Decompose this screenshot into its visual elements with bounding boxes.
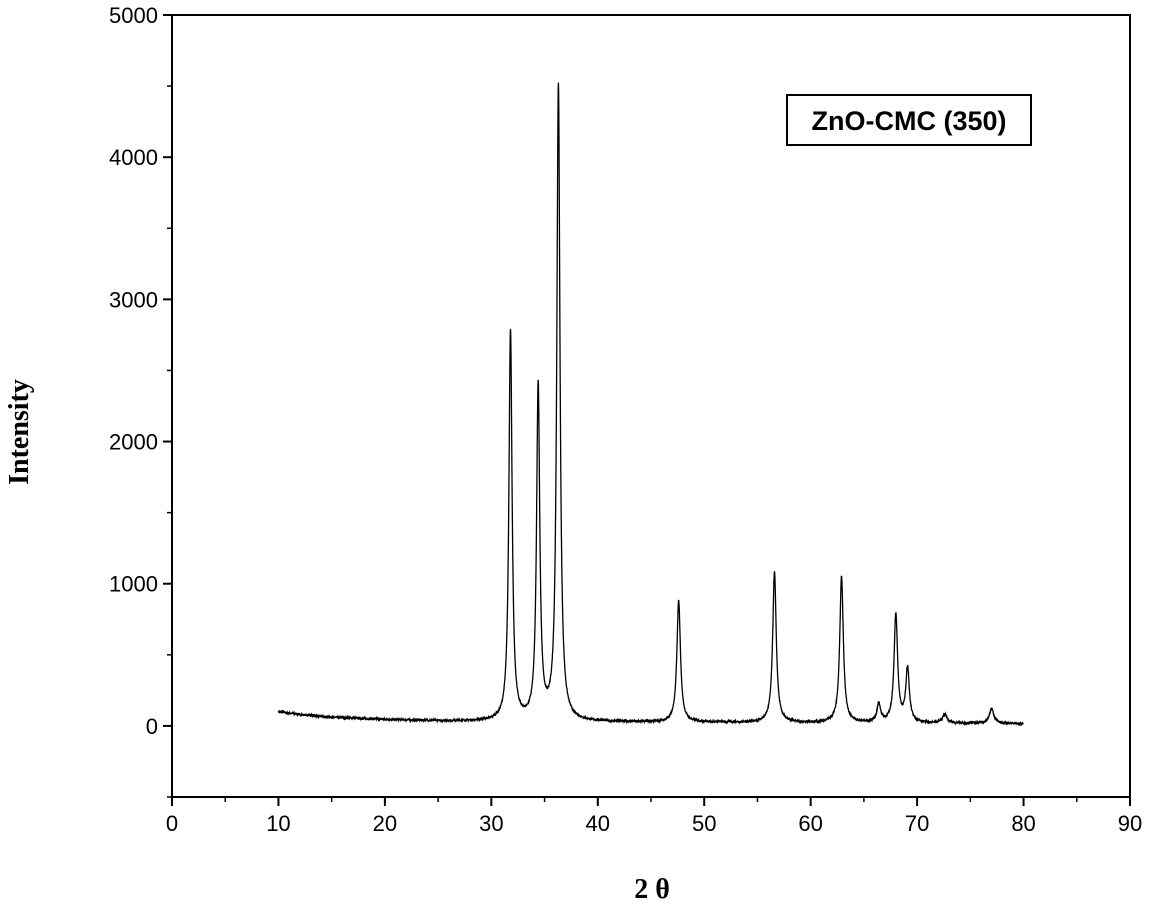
x-tick-label: 60	[798, 811, 822, 836]
x-tick-label: 0	[166, 811, 178, 836]
x-tick-label: 30	[479, 811, 503, 836]
x-tick-label: 90	[1118, 811, 1142, 836]
y-tick-label: 5000	[109, 3, 158, 28]
y-axis-title: Intensity	[4, 379, 35, 485]
x-axis-title: 2 θ	[634, 874, 670, 905]
y-tick-label: 1000	[109, 572, 158, 597]
x-tick-label: 20	[373, 811, 397, 836]
tick-labels: 0 10 20 30 40 50 60 70 80 90 0 1000 2000 3000 4000 5000	[109, 3, 1142, 836]
y-tick-label: 2000	[109, 430, 158, 455]
x-tick-label: 80	[1011, 811, 1035, 836]
y-tick-label: 4000	[109, 145, 158, 170]
series-line	[277, 82, 1024, 727]
legend: ZnO-CMC (350)	[786, 94, 1032, 146]
x-tick-label: 50	[692, 811, 716, 836]
x-tick-label: 10	[266, 811, 290, 836]
legend-box	[786, 94, 1032, 146]
axis-ticks	[163, 14, 1131, 806]
y-tick-label: 0	[146, 714, 158, 739]
legend-label: ZnO-CMC (350)	[812, 106, 1007, 136]
y-tick-label: 3000	[109, 287, 158, 312]
x-tick-label: 70	[905, 811, 929, 836]
x-tick-label: 40	[586, 811, 610, 836]
